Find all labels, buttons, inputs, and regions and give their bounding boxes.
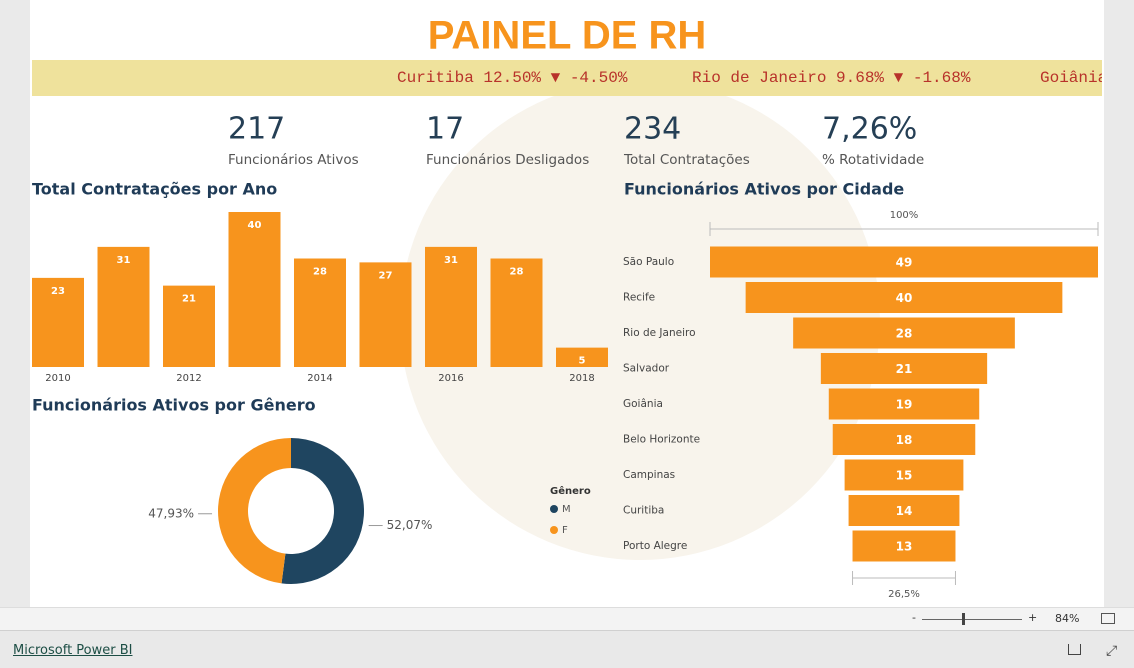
category-label: Recife (623, 292, 655, 304)
footer: Microsoft Power BI ⤢ (0, 630, 1134, 668)
bar-label: 28 (510, 267, 524, 278)
bottom-label: 26,5% (888, 589, 920, 600)
background-art (400, 80, 880, 560)
top-label: 100% (890, 210, 919, 221)
x-tick-label: 2010 (45, 373, 70, 384)
funnel-value: 15 (896, 469, 913, 483)
kpi-label: Total Contratações (623, 152, 750, 168)
ticker-item: Rio de Janeiro 9.68% ▼ -1.68% (692, 69, 971, 87)
report: PAINEL DE RH 217 Funcionários Ativos 17 Fun… (30, 0, 1104, 607)
funnel-value: 40 (896, 291, 913, 305)
funnel-bar (793, 317, 1015, 349)
bar-label: 21 (182, 294, 196, 305)
ticker: Curitiba 12.50% ▼ -4.50% Rio de Janeiro … (32, 60, 1102, 96)
chart-title: Funcionários Ativos por Cidade (624, 180, 904, 199)
kpi-value: 7,26% (822, 112, 917, 147)
kpi-label: % Rotatividade (822, 152, 924, 168)
zoom-out[interactable]: - (912, 611, 916, 624)
funnel-bar (745, 282, 1063, 313)
legend-label: M (562, 504, 571, 515)
x-tick-label: 2014 (307, 373, 332, 384)
bar (425, 246, 477, 367)
category-label: São Paulo (623, 256, 674, 268)
funnel-value: 21 (896, 362, 913, 376)
title: PAINEL DE RH (428, 14, 707, 58)
bar (490, 258, 543, 367)
ticker-item: Goiânia (1040, 69, 1102, 87)
funnel-value: 49 (896, 256, 913, 270)
bar (556, 347, 608, 367)
zoom-level: 84% (1055, 612, 1080, 625)
zoom-track (922, 619, 1022, 620)
share-button[interactable] (1068, 644, 1081, 655)
ticker-item: Curitiba 12.50% ▼ -4.50% (397, 69, 628, 87)
category-label: Curitiba (623, 505, 664, 517)
legend-title: Gênero (550, 485, 591, 497)
funnel-bar (852, 530, 956, 562)
chart-title: Total Contratações por Ano (32, 180, 277, 199)
funnel-bar (844, 459, 964, 491)
funnel-value: 28 (896, 327, 913, 341)
fullscreen-button[interactable]: ⤢ (1106, 643, 1118, 659)
bar-label: 27 (379, 270, 393, 281)
funnel-bar (710, 246, 1098, 278)
bar-label: 5 (579, 356, 586, 367)
kpi-label: Funcionários Ativos (228, 152, 359, 168)
bar (163, 285, 215, 367)
funnel-bar (820, 353, 988, 384)
legend-marker (550, 505, 558, 513)
bar (359, 262, 412, 367)
x-tick-label: 2018 (569, 373, 594, 384)
kpi-label: Funcionários Desligados (426, 152, 589, 168)
bar-label: 31 (117, 255, 131, 266)
legend-marker (550, 526, 558, 534)
slice-label: 47,93% (148, 506, 194, 520)
zoom-bar: - + 84% (0, 607, 1134, 631)
category-label: Campinas (623, 469, 675, 481)
bar-label: 40 (248, 220, 262, 231)
bar-label: 23 (51, 286, 65, 297)
bar (294, 258, 346, 367)
bar (97, 246, 150, 367)
funnel-value: 13 (896, 540, 913, 554)
powerbi-link[interactable]: Microsoft Power BI (13, 643, 133, 658)
category-label: Rio de Janeiro (623, 327, 696, 339)
fit-button[interactable] (1101, 613, 1115, 624)
x-tick-label: 2016 (438, 373, 463, 384)
funnel-value: 18 (896, 433, 913, 447)
funnel-value: 14 (896, 504, 913, 518)
legend-label: F (562, 525, 568, 536)
kpi-value: 234 (624, 112, 681, 147)
funnel-value: 19 (896, 398, 913, 412)
slice-label: 52,07% (387, 518, 433, 532)
x-tick-label: 2012 (176, 373, 201, 384)
bar-label: 28 (313, 267, 327, 278)
kpi-value: 217 (228, 112, 285, 147)
category-label: Belo Horizonte (623, 434, 700, 446)
funnel-bar (832, 424, 976, 455)
category-label: Goiânia (623, 398, 663, 410)
bar (228, 212, 281, 367)
funnel-bar (848, 495, 960, 526)
category-label: Porto Alegre (623, 540, 687, 552)
bar-label: 31 (444, 255, 458, 266)
funnel-bar (828, 388, 980, 420)
zoom-in[interactable]: + (1028, 611, 1038, 624)
donut-slice (281, 438, 365, 584)
kpi-value: 17 (426, 112, 464, 147)
zoom-thumb[interactable] (962, 613, 965, 625)
category-label: Salvador (623, 363, 670, 375)
bar (32, 277, 84, 367)
donut-slice (218, 438, 291, 584)
chart-title: Funcionários Ativos por Gênero (32, 396, 316, 415)
